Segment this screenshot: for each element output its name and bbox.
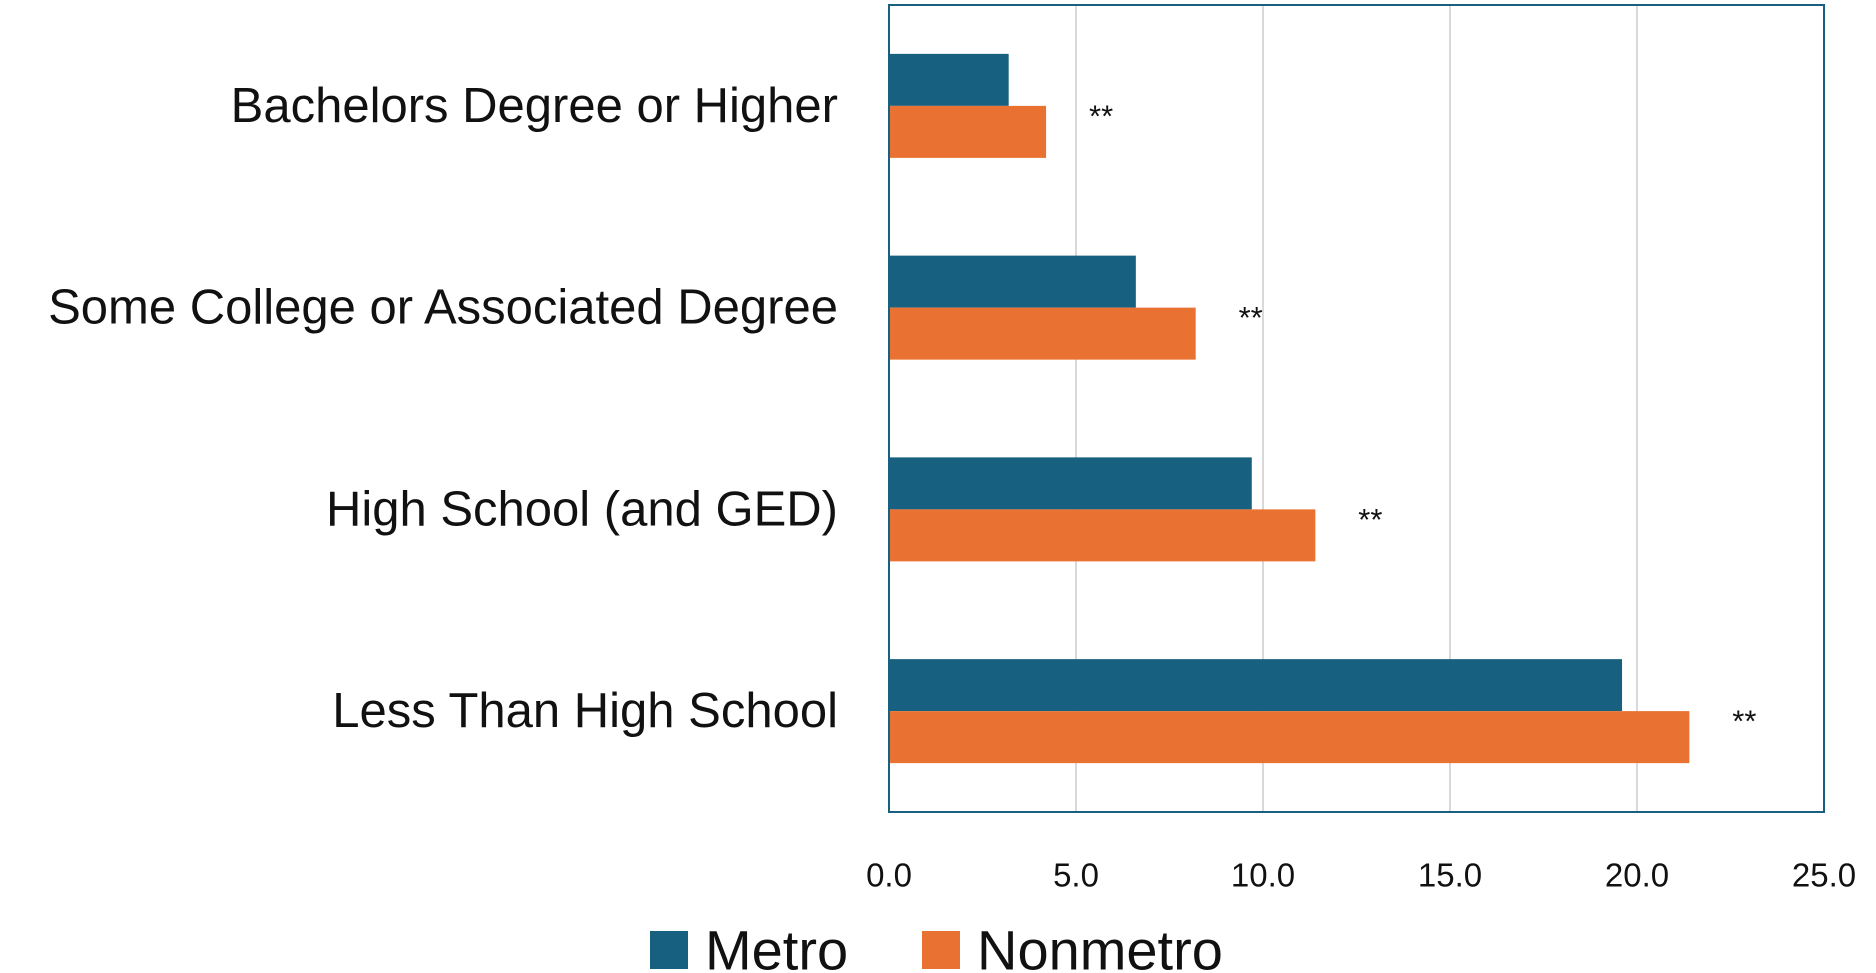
category-label: Some College or Associated Degree — [48, 281, 838, 335]
bar-nonmetro — [889, 509, 1316, 562]
significance-label: ** — [1358, 502, 1382, 537]
significance-label: ** — [1089, 98, 1113, 133]
x-tick-label: 0.0 — [866, 857, 912, 894]
x-tick-label: 20.0 — [1605, 857, 1669, 894]
legend-label-metro: Metro — [705, 919, 848, 973]
x-tick-label: 25.0 — [1792, 857, 1856, 894]
legend-swatch-metro — [650, 931, 688, 969]
category-label: Bachelors Degree or Higher — [231, 79, 838, 133]
category-labels: Bachelors Degree or Higher Some College o… — [48, 79, 838, 738]
bars — [889, 53, 1690, 764]
significance-label: ** — [1239, 300, 1263, 335]
plot-frame — [888, 4, 1825, 813]
bar-metro — [889, 457, 1252, 510]
bar-nonmetro — [889, 711, 1690, 764]
x-tick-label: 15.0 — [1418, 857, 1482, 894]
bar-metro — [889, 255, 1136, 308]
significance-labels: ** ** ** ** — [1089, 98, 1756, 738]
bar-nonmetro — [889, 105, 1047, 158]
legend-label-nonmetro: Nonmetro — [977, 919, 1223, 973]
bar-metro — [889, 659, 1623, 712]
bar-metro — [889, 53, 1009, 106]
legend-swatch-nonmetro — [922, 931, 960, 969]
bar-nonmetro — [889, 307, 1196, 360]
significance-label: ** — [1732, 704, 1756, 739]
legend: Metro Nonmetro — [650, 919, 1223, 973]
plot-border — [888, 4, 1825, 813]
x-tick-label: 10.0 — [1231, 857, 1295, 894]
category-label: High School (and GED) — [326, 482, 838, 536]
category-label: Less Than High School — [332, 684, 838, 738]
x-tick-label: 5.0 — [1053, 857, 1099, 894]
x-tick-labels: 0.0 5.0 10.0 15.0 20.0 25.0 — [866, 857, 1856, 894]
